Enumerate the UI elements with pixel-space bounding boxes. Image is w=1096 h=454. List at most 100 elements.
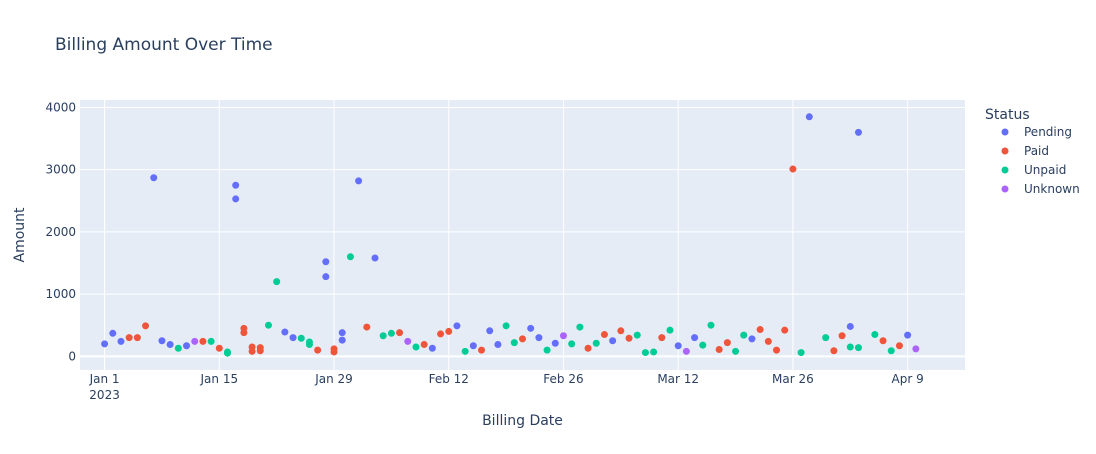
data-point[interactable] xyxy=(273,278,281,286)
data-point[interactable] xyxy=(691,334,699,342)
data-point[interactable] xyxy=(633,331,641,339)
data-point[interactable] xyxy=(387,329,395,337)
data-point[interactable] xyxy=(543,346,551,354)
data-point[interactable] xyxy=(174,344,182,352)
data-point[interactable] xyxy=(846,343,854,351)
data-point[interactable] xyxy=(625,334,633,342)
data-point[interactable] xyxy=(133,334,141,342)
data-point[interactable] xyxy=(371,254,379,262)
data-point[interactable] xyxy=(453,322,461,330)
data-point[interactable] xyxy=(789,165,797,173)
data-point[interactable] xyxy=(527,324,535,332)
data-point[interactable] xyxy=(650,348,658,356)
data-point[interactable] xyxy=(289,334,297,342)
data-point[interactable] xyxy=(207,337,215,345)
legend-item-unknown[interactable]: Unknown xyxy=(1001,182,1080,196)
data-point[interactable] xyxy=(494,340,502,348)
data-point[interactable] xyxy=(191,337,199,345)
data-point[interactable] xyxy=(486,327,494,335)
data-point[interactable] xyxy=(338,329,346,337)
data-point[interactable] xyxy=(756,326,764,334)
data-point[interactable] xyxy=(355,177,363,185)
data-point[interactable] xyxy=(748,335,756,343)
data-point[interactable] xyxy=(773,346,781,354)
data-point[interactable] xyxy=(428,344,436,352)
data-point[interactable] xyxy=(707,321,715,329)
data-point[interactable] xyxy=(641,349,649,357)
data-point[interactable] xyxy=(584,344,592,352)
data-point[interactable] xyxy=(297,334,305,342)
data-point[interactable] xyxy=(232,181,240,189)
data-point[interactable] xyxy=(256,347,264,355)
data-point[interactable] xyxy=(445,327,453,335)
data-point[interactable] xyxy=(338,336,346,344)
legend-item-pending[interactable]: Pending xyxy=(1001,125,1072,139)
data-point[interactable] xyxy=(158,337,166,345)
data-point[interactable] xyxy=(551,339,559,347)
data-point[interactable] xyxy=(183,342,191,350)
data-point[interactable] xyxy=(199,337,207,345)
data-point[interactable] xyxy=(117,337,125,345)
data-point[interactable] xyxy=(281,328,289,336)
data-point[interactable] xyxy=(879,337,887,345)
data-point[interactable] xyxy=(830,347,838,355)
data-point[interactable] xyxy=(125,334,133,342)
data-point[interactable] xyxy=(797,349,805,357)
data-point[interactable] xyxy=(895,342,903,350)
data-point[interactable] xyxy=(846,322,854,330)
data-point[interactable] xyxy=(854,344,862,352)
data-point[interactable] xyxy=(248,347,256,355)
data-point[interactable] xyxy=(502,322,510,330)
data-point[interactable] xyxy=(732,347,740,355)
data-point[interactable] xyxy=(682,347,690,355)
data-point[interactable] xyxy=(887,347,895,355)
data-point[interactable] xyxy=(461,347,469,355)
data-point[interactable] xyxy=(592,339,600,347)
legend-item-paid[interactable]: Paid xyxy=(1001,144,1050,158)
data-point[interactable] xyxy=(363,323,371,331)
data-point[interactable] xyxy=(264,321,272,329)
data-point[interactable] xyxy=(240,329,248,337)
data-point[interactable] xyxy=(469,342,477,350)
data-point[interactable] xyxy=(609,337,617,345)
data-point[interactable] xyxy=(420,340,428,348)
data-point[interactable] xyxy=(101,340,109,348)
data-point[interactable] xyxy=(576,323,584,331)
data-point[interactable] xyxy=(346,253,354,261)
data-point[interactable] xyxy=(904,331,912,339)
data-point[interactable] xyxy=(379,332,387,340)
data-point[interactable] xyxy=(330,348,338,356)
data-point[interactable] xyxy=(600,331,608,339)
data-point[interactable] xyxy=(740,331,748,339)
data-point[interactable] xyxy=(838,332,846,340)
data-point[interactable] xyxy=(666,326,674,334)
data-point[interactable] xyxy=(912,345,920,353)
data-point[interactable] xyxy=(224,349,231,357)
data-point[interactable] xyxy=(478,346,486,354)
data-point[interactable] xyxy=(412,343,420,351)
legend-item-unpaid[interactable]: Unpaid xyxy=(1001,163,1067,177)
data-point[interactable] xyxy=(510,339,518,347)
data-point[interactable] xyxy=(109,329,117,337)
data-point[interactable] xyxy=(805,113,813,121)
data-point[interactable] xyxy=(723,339,731,347)
data-point[interactable] xyxy=(854,128,862,136)
data-point[interactable] xyxy=(232,195,240,203)
data-point[interactable] xyxy=(404,337,412,345)
data-point[interactable] xyxy=(617,327,625,335)
data-point[interactable] xyxy=(658,334,666,342)
data-point[interactable] xyxy=(396,329,404,337)
data-point[interactable] xyxy=(674,342,682,350)
data-point[interactable] xyxy=(764,337,772,345)
data-point[interactable] xyxy=(559,332,567,340)
data-point[interactable] xyxy=(781,326,789,334)
data-point[interactable] xyxy=(535,334,543,342)
data-point[interactable] xyxy=(699,341,707,349)
data-point[interactable] xyxy=(437,330,445,338)
data-point[interactable] xyxy=(305,340,313,348)
data-point[interactable] xyxy=(568,340,576,348)
data-point[interactable] xyxy=(150,174,158,182)
data-point[interactable] xyxy=(519,335,526,343)
data-point[interactable] xyxy=(142,322,150,330)
data-point[interactable] xyxy=(822,334,830,342)
